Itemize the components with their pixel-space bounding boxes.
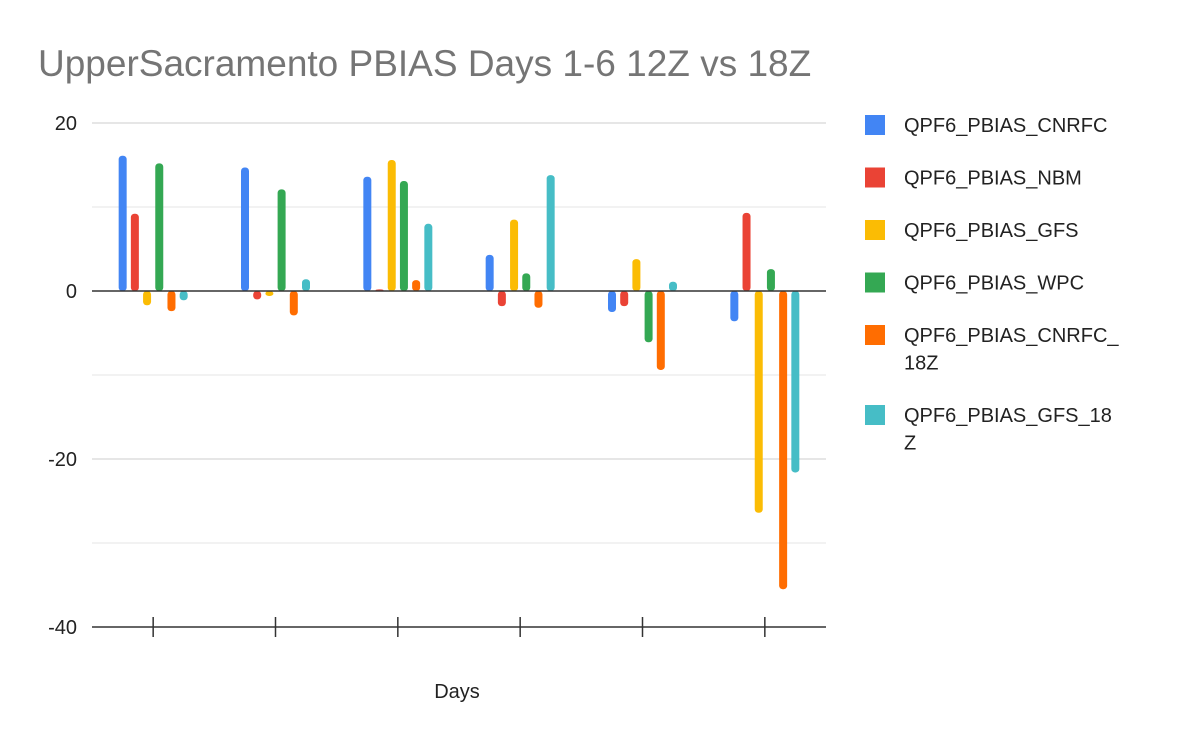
bar: [277, 189, 286, 291]
bar: [363, 176, 372, 291]
chart-title: UpperSacramento PBIAS Days 1-6 12Z vs 18…: [38, 43, 811, 84]
bar: [497, 291, 506, 307]
bar: [522, 273, 531, 291]
bar: [766, 269, 775, 291]
bar: [387, 159, 396, 291]
bar: [779, 291, 788, 590]
bar: [742, 212, 751, 291]
bar: [620, 291, 629, 307]
legend-label: QPF6_PBIAS_GFS: [904, 220, 1079, 242]
bar: [791, 291, 800, 473]
bar: [399, 180, 408, 291]
legend-swatch: [865, 325, 885, 345]
bar: [534, 291, 543, 308]
legend: QPF6_PBIAS_CNRFC QPF6_PBIAS_NBM QPF6_PBIAS…: [865, 115, 1119, 455]
legend-swatch: [865, 272, 885, 293]
bar: [485, 254, 494, 291]
bar: [632, 259, 641, 291]
legend-swatch: [865, 115, 885, 135]
y-tick-label: 20: [55, 113, 77, 135]
bar: [730, 291, 739, 322]
bar: [143, 291, 152, 306]
legend-label: 18Z: [904, 353, 938, 375]
legend-swatch: [865, 220, 885, 240]
bar: [510, 219, 519, 291]
bar: [253, 291, 262, 300]
bars: [118, 155, 800, 590]
legend-label: QPF6_PBIAS_CNRFC_: [904, 325, 1119, 347]
y-tick-label: 0: [66, 281, 77, 303]
bar: [241, 167, 249, 291]
bar: [424, 223, 433, 291]
y-tick-labels: 20 0 -20 -40: [48, 113, 77, 639]
bar: [608, 291, 616, 312]
bar: [546, 175, 555, 291]
bar: [669, 281, 677, 291]
legend-label: Z: [904, 433, 916, 455]
bar: [289, 291, 298, 316]
legend-label: QPF6_PBIAS_CNRFC: [904, 115, 1107, 137]
legend-swatch: [865, 405, 885, 425]
bar: [656, 291, 665, 370]
y-tick-label: -20: [48, 449, 77, 471]
axes: [92, 290, 826, 637]
legend-label: QPF6_PBIAS_GFS_18: [904, 405, 1112, 427]
bar: [754, 291, 763, 513]
x-axis-title: Days: [434, 681, 480, 703]
bar: [179, 291, 188, 301]
y-tick-label: -40: [48, 617, 77, 639]
bar: [412, 280, 421, 291]
bar: [644, 291, 653, 343]
bar: [130, 213, 139, 291]
bar: [167, 291, 176, 312]
legend-label: QPF6_PBIAS_WPC: [904, 273, 1084, 295]
bar: [302, 279, 310, 291]
bar: [265, 291, 274, 297]
legend-swatch: [865, 167, 885, 188]
grid: [92, 122, 826, 544]
legend-label: QPF6_PBIAS_NBM: [904, 168, 1082, 190]
bar: [155, 163, 164, 291]
bar: [118, 155, 127, 291]
